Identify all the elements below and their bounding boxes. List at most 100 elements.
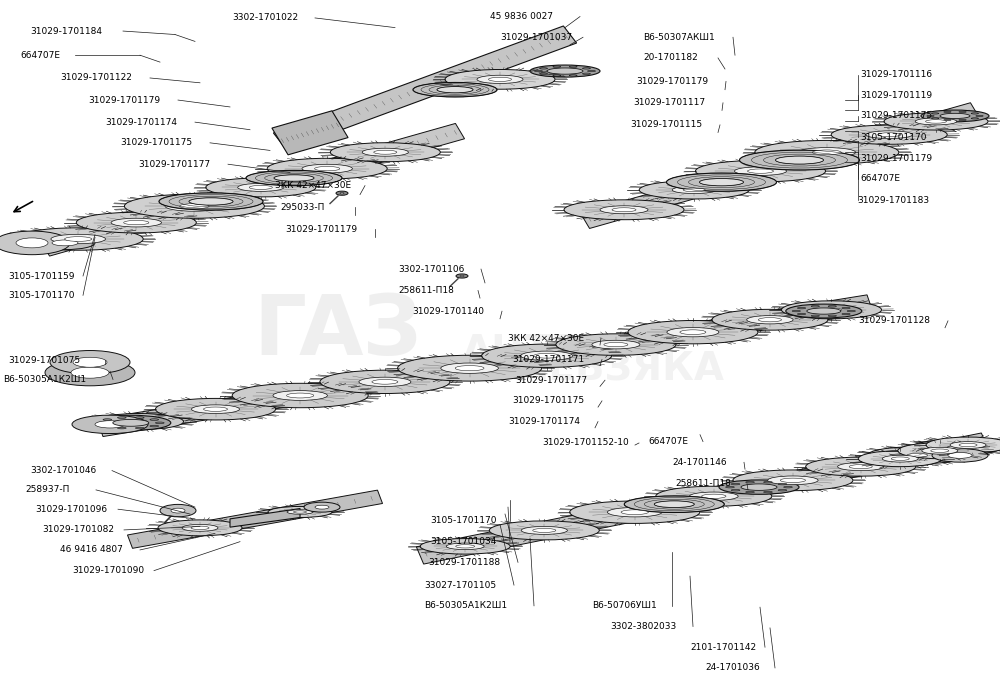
- Ellipse shape: [249, 186, 272, 189]
- Ellipse shape: [639, 181, 749, 199]
- Ellipse shape: [569, 66, 577, 68]
- Ellipse shape: [150, 419, 159, 420]
- Ellipse shape: [51, 235, 106, 244]
- Ellipse shape: [628, 320, 758, 344]
- Ellipse shape: [160, 504, 196, 517]
- Ellipse shape: [556, 334, 676, 355]
- Ellipse shape: [699, 179, 743, 186]
- Ellipse shape: [273, 391, 327, 400]
- Ellipse shape: [731, 483, 740, 485]
- Ellipse shape: [73, 357, 107, 367]
- Ellipse shape: [489, 521, 599, 540]
- Ellipse shape: [192, 405, 240, 413]
- Ellipse shape: [878, 132, 901, 137]
- Ellipse shape: [71, 367, 109, 378]
- Ellipse shape: [156, 398, 276, 420]
- Ellipse shape: [821, 308, 841, 312]
- Ellipse shape: [667, 328, 719, 337]
- Ellipse shape: [926, 120, 946, 123]
- Ellipse shape: [460, 275, 464, 277]
- Text: 45 9836 0027: 45 9836 0027: [490, 12, 553, 21]
- Ellipse shape: [0, 231, 70, 255]
- Text: 31029-1701119: 31029-1701119: [860, 90, 932, 100]
- Text: 31029-1701122: 31029-1701122: [60, 73, 132, 83]
- Ellipse shape: [445, 70, 555, 89]
- Ellipse shape: [182, 524, 218, 531]
- Ellipse shape: [398, 355, 542, 381]
- Ellipse shape: [666, 173, 776, 191]
- Ellipse shape: [683, 188, 705, 192]
- Ellipse shape: [482, 344, 612, 367]
- Ellipse shape: [117, 417, 126, 418]
- Ellipse shape: [420, 539, 510, 554]
- Ellipse shape: [540, 73, 548, 75]
- Text: 33027-1701105: 33027-1701105: [424, 580, 496, 590]
- Ellipse shape: [569, 75, 577, 76]
- Ellipse shape: [533, 529, 556, 533]
- Ellipse shape: [882, 455, 918, 462]
- Ellipse shape: [847, 310, 855, 312]
- Ellipse shape: [947, 446, 966, 449]
- Text: 31029-1701115: 31029-1701115: [630, 120, 702, 130]
- Ellipse shape: [915, 118, 957, 125]
- Text: 3КК 42×47×30Е: 3КК 42×47×30Е: [508, 333, 584, 343]
- Ellipse shape: [534, 353, 560, 358]
- Ellipse shape: [689, 492, 738, 500]
- Ellipse shape: [734, 167, 786, 175]
- Ellipse shape: [719, 480, 799, 494]
- Ellipse shape: [921, 110, 989, 122]
- Ellipse shape: [858, 451, 942, 466]
- Ellipse shape: [287, 510, 313, 514]
- Text: В6-50706УШ1: В6-50706УШ1: [592, 601, 657, 611]
- Ellipse shape: [165, 201, 224, 211]
- Ellipse shape: [238, 184, 284, 191]
- Text: В6-50307АКШ1: В6-50307АКШ1: [643, 32, 715, 42]
- Ellipse shape: [52, 240, 78, 246]
- Ellipse shape: [621, 510, 648, 515]
- Text: 31029-1701128: 31029-1701128: [858, 316, 930, 326]
- Ellipse shape: [97, 422, 106, 424]
- Ellipse shape: [696, 160, 826, 182]
- Ellipse shape: [268, 506, 332, 518]
- Text: 31029-1701179: 31029-1701179: [860, 153, 932, 163]
- Ellipse shape: [959, 111, 966, 112]
- Ellipse shape: [372, 380, 398, 384]
- Ellipse shape: [932, 118, 939, 119]
- Ellipse shape: [866, 131, 912, 139]
- Ellipse shape: [135, 427, 144, 429]
- Text: 664707Е: 664707Е: [20, 50, 60, 60]
- Ellipse shape: [931, 449, 949, 453]
- Ellipse shape: [336, 191, 348, 195]
- Ellipse shape: [588, 70, 595, 72]
- Text: 31029-1701090: 31029-1701090: [72, 566, 144, 575]
- Text: 31029-1701037: 31029-1701037: [500, 32, 572, 42]
- Ellipse shape: [944, 111, 951, 112]
- Ellipse shape: [155, 422, 164, 424]
- Text: ЛЕВЗЯКА: ЛЕВЗЯКА: [516, 350, 724, 388]
- Ellipse shape: [124, 194, 264, 218]
- Text: 46 9416 4807: 46 9416 4807: [60, 545, 123, 555]
- Text: 3105-1701170: 3105-1701170: [430, 516, 496, 526]
- Ellipse shape: [267, 158, 387, 179]
- Ellipse shape: [359, 377, 411, 386]
- Ellipse shape: [798, 148, 856, 157]
- Ellipse shape: [831, 125, 947, 144]
- Ellipse shape: [656, 486, 772, 506]
- Ellipse shape: [898, 443, 982, 459]
- Ellipse shape: [564, 200, 684, 219]
- Ellipse shape: [976, 115, 983, 117]
- Text: 3105-1701159: 3105-1701159: [8, 271, 74, 281]
- Ellipse shape: [780, 478, 806, 482]
- Text: 31029-1701174: 31029-1701174: [508, 417, 580, 426]
- Ellipse shape: [180, 204, 209, 208]
- Text: 31029-1701177: 31029-1701177: [138, 159, 210, 169]
- Ellipse shape: [797, 313, 806, 315]
- Ellipse shape: [776, 156, 824, 164]
- Polygon shape: [273, 26, 577, 150]
- Ellipse shape: [786, 304, 862, 318]
- Ellipse shape: [103, 425, 112, 427]
- Ellipse shape: [971, 118, 978, 119]
- Ellipse shape: [758, 317, 782, 322]
- Text: 31029-1701179: 31029-1701179: [285, 224, 357, 234]
- Ellipse shape: [103, 419, 112, 420]
